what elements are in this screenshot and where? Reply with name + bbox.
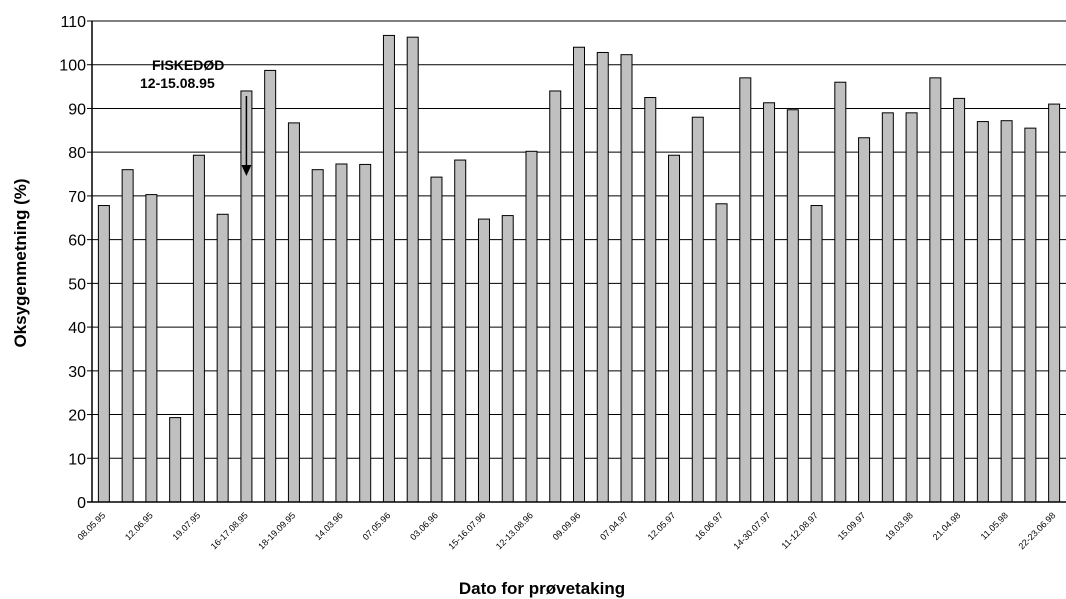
bar	[430, 176, 443, 503]
bar	[905, 112, 918, 503]
x-tick-label: 08.05.95	[75, 510, 107, 542]
bar	[881, 112, 894, 503]
bar	[359, 163, 372, 503]
bar	[929, 77, 942, 503]
x-tick-label: 07.04.97	[598, 510, 630, 542]
bar	[644, 97, 657, 503]
x-axis-title: Dato for prøvetaking	[459, 579, 625, 598]
annotation-line-2: 12-15.08.95	[140, 75, 215, 91]
bar	[525, 150, 538, 503]
bar	[145, 194, 158, 503]
x-tick-label: 11-12.08.97	[779, 510, 820, 551]
y-axis-title: Oksygenmetning (%)	[11, 178, 30, 347]
bar	[1048, 103, 1061, 503]
x-tick-label: 21.04.98	[931, 510, 963, 542]
y-tick-labels: 0 10 20 30 40 50 60 70 80 90 100 110	[59, 14, 92, 512]
bar	[596, 51, 609, 503]
bar	[216, 213, 229, 503]
bar	[715, 203, 728, 503]
bar	[763, 102, 776, 503]
bar	[976, 121, 989, 503]
x-tick-label: 11.05.98	[979, 510, 1010, 541]
bar	[668, 154, 681, 503]
x-tick-label: 15-16.07.96	[446, 510, 487, 551]
x-tick-label: 09.09.96	[551, 510, 583, 542]
bar	[192, 154, 205, 503]
y-tick-label: 50	[68, 276, 86, 293]
y-tick-label: 60	[68, 233, 86, 250]
bar	[264, 69, 277, 503]
x-tick-label: 19.07.95	[170, 510, 202, 542]
x-tick-label: 12-13.08.96	[494, 510, 535, 551]
x-tick-label: 16-17.08.95	[209, 510, 250, 551]
x-tick-label: 07.05.96	[361, 510, 393, 542]
y-tick-label: 80	[68, 145, 86, 162]
y-tick-label: 70	[68, 189, 86, 206]
bar	[406, 36, 419, 503]
bar	[454, 159, 467, 503]
y-tick-label: 110	[60, 14, 86, 31]
bar	[382, 34, 395, 503]
x-tick-label: 12.06.95	[123, 510, 155, 542]
bar	[97, 205, 110, 503]
bar	[810, 205, 823, 503]
x-tick-label: 14.03.96	[313, 510, 345, 542]
y-tick-label: 20	[68, 408, 86, 425]
bar	[620, 54, 633, 503]
bar	[501, 215, 514, 503]
bar	[858, 137, 871, 503]
x-tick-label: 14-30.07.97	[731, 510, 772, 551]
x-tick-label: 03.06.96	[408, 510, 440, 542]
x-tick-label: 12.05.97	[646, 510, 678, 542]
bar	[335, 163, 348, 503]
y-tick-label: 0	[77, 495, 86, 512]
bar	[786, 109, 799, 503]
bar	[477, 218, 490, 503]
bar	[549, 90, 562, 503]
bar	[311, 169, 324, 503]
x-tick-label: 19.03.98	[883, 510, 915, 542]
x-tick-label: 22-23.06.98	[1016, 510, 1057, 551]
bar	[1024, 127, 1037, 503]
annotation-arrow-head	[241, 165, 252, 176]
bars	[97, 34, 1061, 503]
bar	[739, 77, 752, 503]
x-tick-labels: 08.05.95 12.06.95 19.07.95 16-17.08.95 18-19…	[75, 510, 1057, 551]
bar	[691, 116, 704, 503]
bar	[573, 46, 585, 503]
annotation: FISKEDØD 12-15.08.95	[140, 57, 252, 176]
x-tick-label: 18-19.09.95	[256, 510, 297, 551]
y-tick-label: 30	[68, 364, 86, 381]
x-tick-label: 16.06.97	[693, 510, 725, 542]
y-tick-label: 100	[59, 58, 86, 75]
bar	[169, 417, 182, 503]
bar	[121, 169, 134, 503]
y-tick-label: 90	[68, 101, 86, 118]
bar	[287, 122, 300, 503]
y-tick-label: 10	[68, 451, 86, 468]
annotation-line-1: FISKEDØD	[152, 57, 224, 73]
x-tick-label: 15.09.97	[836, 510, 868, 542]
axes	[87, 21, 1066, 503]
bar	[1000, 120, 1013, 503]
y-tick-label: 40	[68, 320, 86, 337]
bar	[834, 81, 847, 503]
bar	[953, 97, 966, 503]
